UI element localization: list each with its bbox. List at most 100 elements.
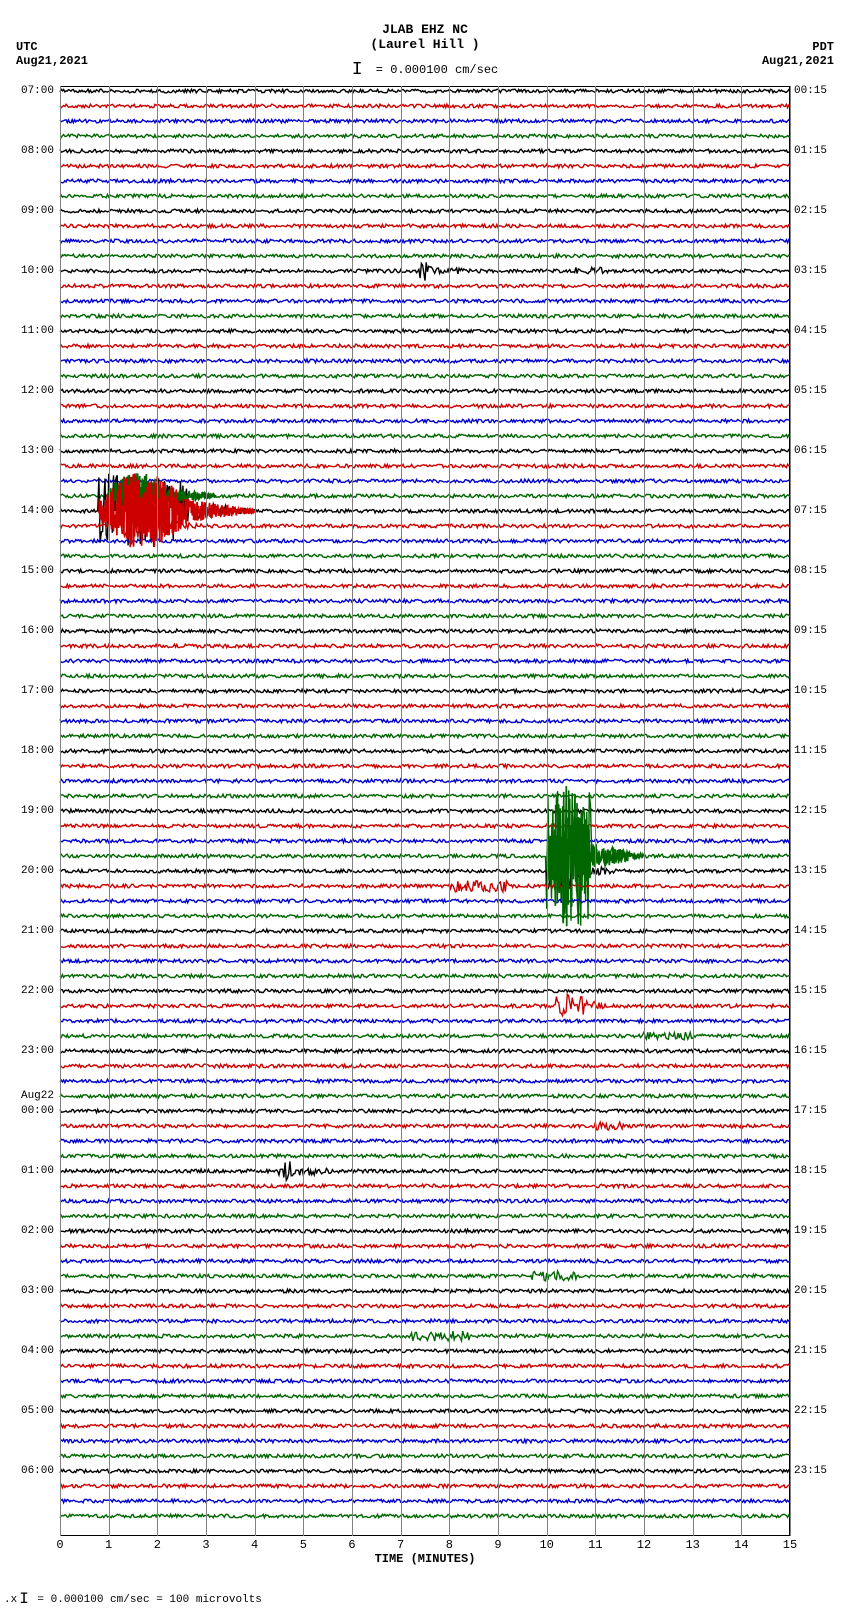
- left-time-label: 06:00: [4, 1465, 54, 1477]
- seismic-trace: [60, 1122, 790, 1130]
- seismic-trace: [60, 1454, 790, 1458]
- seismic-trace: [60, 284, 790, 288]
- x-tick-label: 2: [154, 1538, 161, 1552]
- footer-glyph-icon: I: [19, 1590, 29, 1608]
- seismic-trace: [60, 1319, 790, 1323]
- left-time-label: 16:00: [4, 625, 54, 637]
- station-subtitle: (Laurel Hill ): [0, 37, 850, 52]
- seismic-trace: [60, 554, 790, 558]
- seismic-trace: [60, 749, 790, 753]
- seismic-trace: [60, 1139, 790, 1143]
- right-time-label: 09:15: [794, 625, 844, 637]
- station-title: JLAB EHZ NC: [0, 22, 850, 37]
- seismic-trace: [60, 734, 790, 738]
- right-tz-label: PDT: [812, 40, 834, 54]
- x-tick-label: 13: [685, 1538, 699, 1552]
- left-time-label: 20:00: [4, 865, 54, 877]
- seismic-trace: [60, 809, 790, 813]
- seismic-trace: [60, 839, 790, 843]
- left-time-label: Aug22: [4, 1090, 54, 1102]
- left-time-label: 21:00: [4, 925, 54, 937]
- seismic-trace: [60, 1199, 790, 1203]
- seismic-trace: [60, 1244, 790, 1248]
- right-time-label: 17:15: [794, 1105, 844, 1117]
- seismic-trace: [60, 1289, 790, 1293]
- seismic-trace: [60, 1499, 790, 1503]
- grid-vertical-line: [401, 86, 402, 1536]
- right-time-label: 23:15: [794, 1465, 844, 1477]
- right-time-label: 06:15: [794, 445, 844, 457]
- left-time-label: 04:00: [4, 1345, 54, 1357]
- right-time-label: 21:15: [794, 1345, 844, 1357]
- grid-vertical-line: [352, 86, 353, 1536]
- seismogram-traces: [60, 86, 790, 1536]
- seismic-trace: [60, 914, 790, 918]
- right-time-label: 08:15: [794, 565, 844, 577]
- seismic-trace: [60, 989, 790, 993]
- seismic-trace: [60, 539, 790, 543]
- seismic-trace: [60, 179, 790, 183]
- seismic-trace: [60, 584, 790, 588]
- right-time-label: 01:15: [794, 145, 844, 157]
- left-time-label: 10:00: [4, 265, 54, 277]
- right-date-label: Aug21,2021: [762, 54, 834, 68]
- seismic-trace: [60, 1331, 790, 1341]
- seismic-trace: [60, 209, 790, 213]
- right-time-label: 19:15: [794, 1225, 844, 1237]
- seismic-trace: [60, 314, 790, 318]
- left-time-label: 11:00: [4, 325, 54, 337]
- seismic-trace: [60, 704, 790, 708]
- grid-vertical-line: [790, 86, 791, 1536]
- seismic-trace: [60, 1364, 790, 1368]
- seismic-trace: [60, 644, 790, 648]
- seismic-trace: [60, 149, 790, 153]
- seismic-trace: [60, 1184, 790, 1188]
- seismic-trace: [60, 1229, 790, 1233]
- scale-indicator-top: I = 0.000100 cm/sec: [0, 60, 850, 80]
- left-time-label: 15:00: [4, 565, 54, 577]
- right-time-label: 18:15: [794, 1165, 844, 1177]
- seismic-trace: [60, 1394, 790, 1398]
- seismic-trace: [60, 344, 790, 348]
- seismic-trace: [60, 1032, 790, 1040]
- footer-prefix: .x: [4, 1594, 17, 1606]
- seismic-trace: [60, 824, 790, 828]
- x-tick-label: 14: [734, 1538, 748, 1552]
- x-tick-label: 1: [105, 1538, 112, 1552]
- seismic-trace: [60, 569, 790, 573]
- left-time-label: 09:00: [4, 205, 54, 217]
- grid-vertical-line: [741, 86, 742, 1536]
- seismic-trace: [60, 194, 790, 198]
- seismic-trace: [60, 1439, 790, 1443]
- seismic-trace: [60, 1162, 790, 1181]
- grid-vertical-line: [109, 86, 110, 1536]
- seismic-trace: [60, 659, 790, 663]
- footer-text-content: = 0.000100 cm/sec = 100 microvolts: [31, 1594, 262, 1606]
- scale-text: = 0.000100 cm/sec: [369, 63, 499, 77]
- seismic-trace: [60, 464, 790, 468]
- left-time-label: 22:00: [4, 985, 54, 997]
- seismic-trace: [60, 359, 790, 363]
- seismic-trace: [60, 389, 790, 393]
- left-time-label: 03:00: [4, 1285, 54, 1297]
- right-time-label: 03:15: [794, 265, 844, 277]
- grid-vertical-line: [693, 86, 694, 1536]
- x-axis-label: TIME (MINUTES): [0, 1552, 850, 1566]
- x-tick-label: 6: [348, 1538, 355, 1552]
- grid-vertical-line: [547, 86, 548, 1536]
- seismogram-plot: [60, 86, 790, 1536]
- right-time-label: 10:15: [794, 685, 844, 697]
- seismic-trace: [60, 434, 790, 438]
- seismic-trace: [60, 629, 790, 633]
- seismic-trace: [60, 1079, 790, 1083]
- left-time-label: 18:00: [4, 745, 54, 757]
- x-tick-label: 10: [539, 1538, 553, 1552]
- seismic-trace: [60, 134, 790, 138]
- seismic-trace: [60, 374, 790, 378]
- right-time-label: 13:15: [794, 865, 844, 877]
- seismic-trace: [60, 1349, 790, 1353]
- seismic-trace: [60, 852, 790, 889]
- left-time-label: 08:00: [4, 145, 54, 157]
- seismogram-page: JLAB EHZ NC (Laurel Hill ) I = 0.000100 …: [0, 0, 850, 1613]
- seismic-trace: [60, 929, 790, 933]
